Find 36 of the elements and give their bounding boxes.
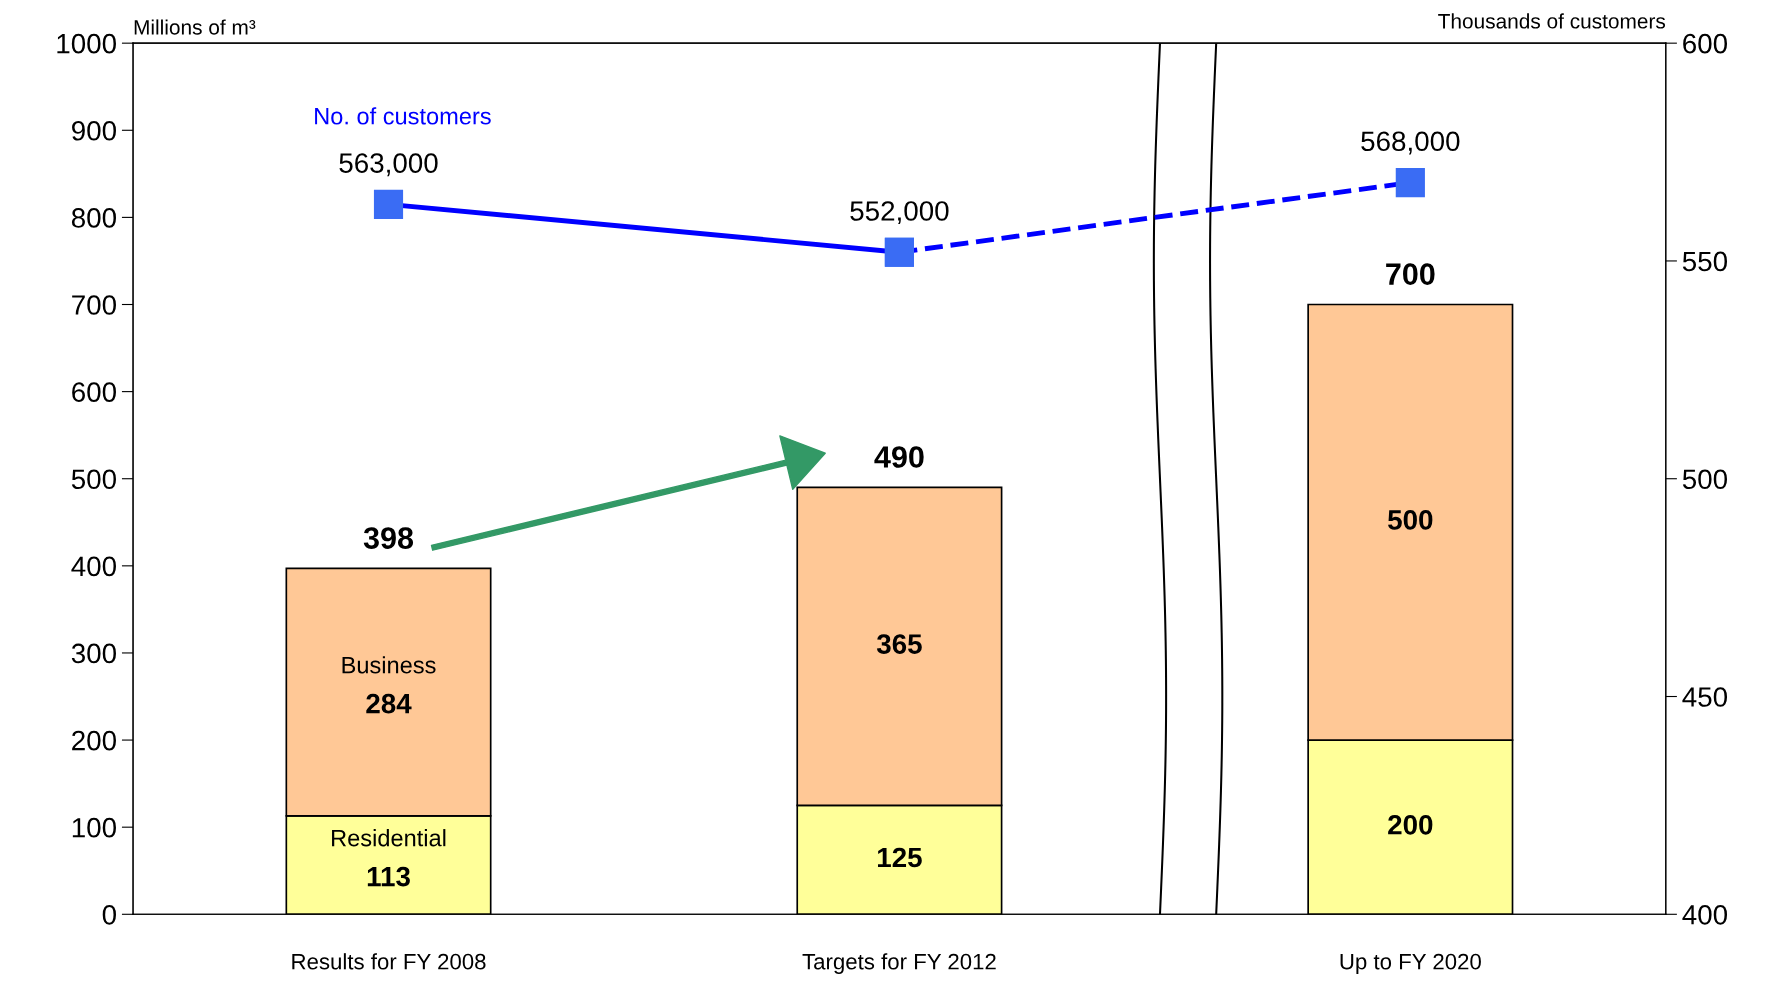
- y-tick-label: 700: [72, 295, 116, 315]
- y-tick-label: 300: [71, 643, 116, 664]
- total-label: 490: [874, 446, 924, 468]
- y2-tick-label: 400: [1682, 904, 1728, 925]
- annotation: 563,000: [339, 153, 438, 177]
- y2-tick-label: 450: [1682, 687, 1728, 707]
- y-tick-label: 500: [71, 469, 116, 490]
- y2-tick-label: 500: [1682, 469, 1728, 490]
- data-label: 200: [1388, 814, 1433, 835]
- y-tick-label: 600: [72, 382, 116, 402]
- y2-tick-label: 600: [1683, 33, 1728, 54]
- y-tick-label: 200: [72, 730, 116, 751]
- x-tick-label: Targets for FY 2012: [802, 953, 996, 974]
- text: No. of customers: [315, 107, 491, 125]
- y-tick-label: 800: [71, 208, 116, 228]
- series-label: Business: [342, 656, 436, 674]
- total-label: 398: [363, 527, 414, 549]
- data-label: 113: [367, 866, 410, 887]
- y-tick-label: 100: [72, 817, 116, 838]
- data-label: 125: [878, 847, 922, 868]
- y-tick-label: 900: [72, 120, 116, 141]
- y-tick-label: 1000: [57, 33, 116, 54]
- x-tick-label: Results for FY 2008: [292, 953, 486, 970]
- annotation: 568,000: [1361, 131, 1460, 155]
- annotation: 552,000: [850, 201, 949, 225]
- y2-tick-label: 550: [1682, 251, 1728, 272]
- y-tick-label: 400: [71, 556, 116, 577]
- series-label: Residential: [332, 829, 446, 847]
- data-label: 500: [1388, 510, 1433, 530]
- data-label: 284: [366, 693, 412, 714]
- x-tick-label: Up to FY 2020: [1340, 953, 1481, 974]
- total-label: 700: [1386, 263, 1435, 285]
- data-label: 365: [876, 634, 922, 654]
- y-axis-title: Millions of m³: [134, 19, 256, 35]
- y-tick-label: 0: [102, 904, 116, 925]
- y2-axis-title: Thousands of customers: [1438, 13, 1666, 29]
